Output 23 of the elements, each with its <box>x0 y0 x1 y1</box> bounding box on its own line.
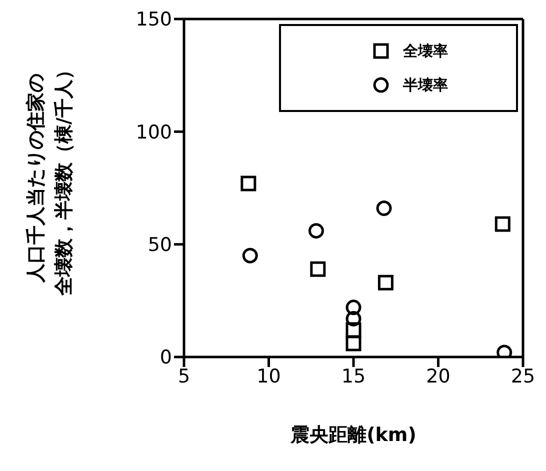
point <box>346 300 362 316</box>
x-tick-label: 25 <box>510 365 536 388</box>
x-axis-title: 震央距離(km) <box>290 424 416 446</box>
point <box>376 200 392 216</box>
x-tick-label: 10 <box>256 365 281 388</box>
point <box>310 261 326 277</box>
point <box>346 336 362 352</box>
legend-label: 半壊率 <box>403 76 448 94</box>
x-tick-label: 20 <box>426 365 450 388</box>
point <box>346 322 362 338</box>
point <box>378 274 394 290</box>
point <box>308 223 324 239</box>
x-tick-label: 15 <box>341 365 366 388</box>
y-axis-title: 人口千人当たりの住家の全壊数，半壊数（棟/千人） <box>25 60 75 296</box>
point <box>242 248 258 264</box>
y-tick-label: 100 <box>136 121 172 144</box>
point <box>240 176 256 192</box>
y-tick-label: 50 <box>148 234 172 256</box>
x-tick-label: 5 <box>178 365 190 388</box>
y-tick-label: 150 <box>136 8 172 31</box>
y-tick-label: 0 <box>160 346 172 369</box>
legend-label: 全壊率 <box>403 42 448 60</box>
point <box>494 216 510 232</box>
